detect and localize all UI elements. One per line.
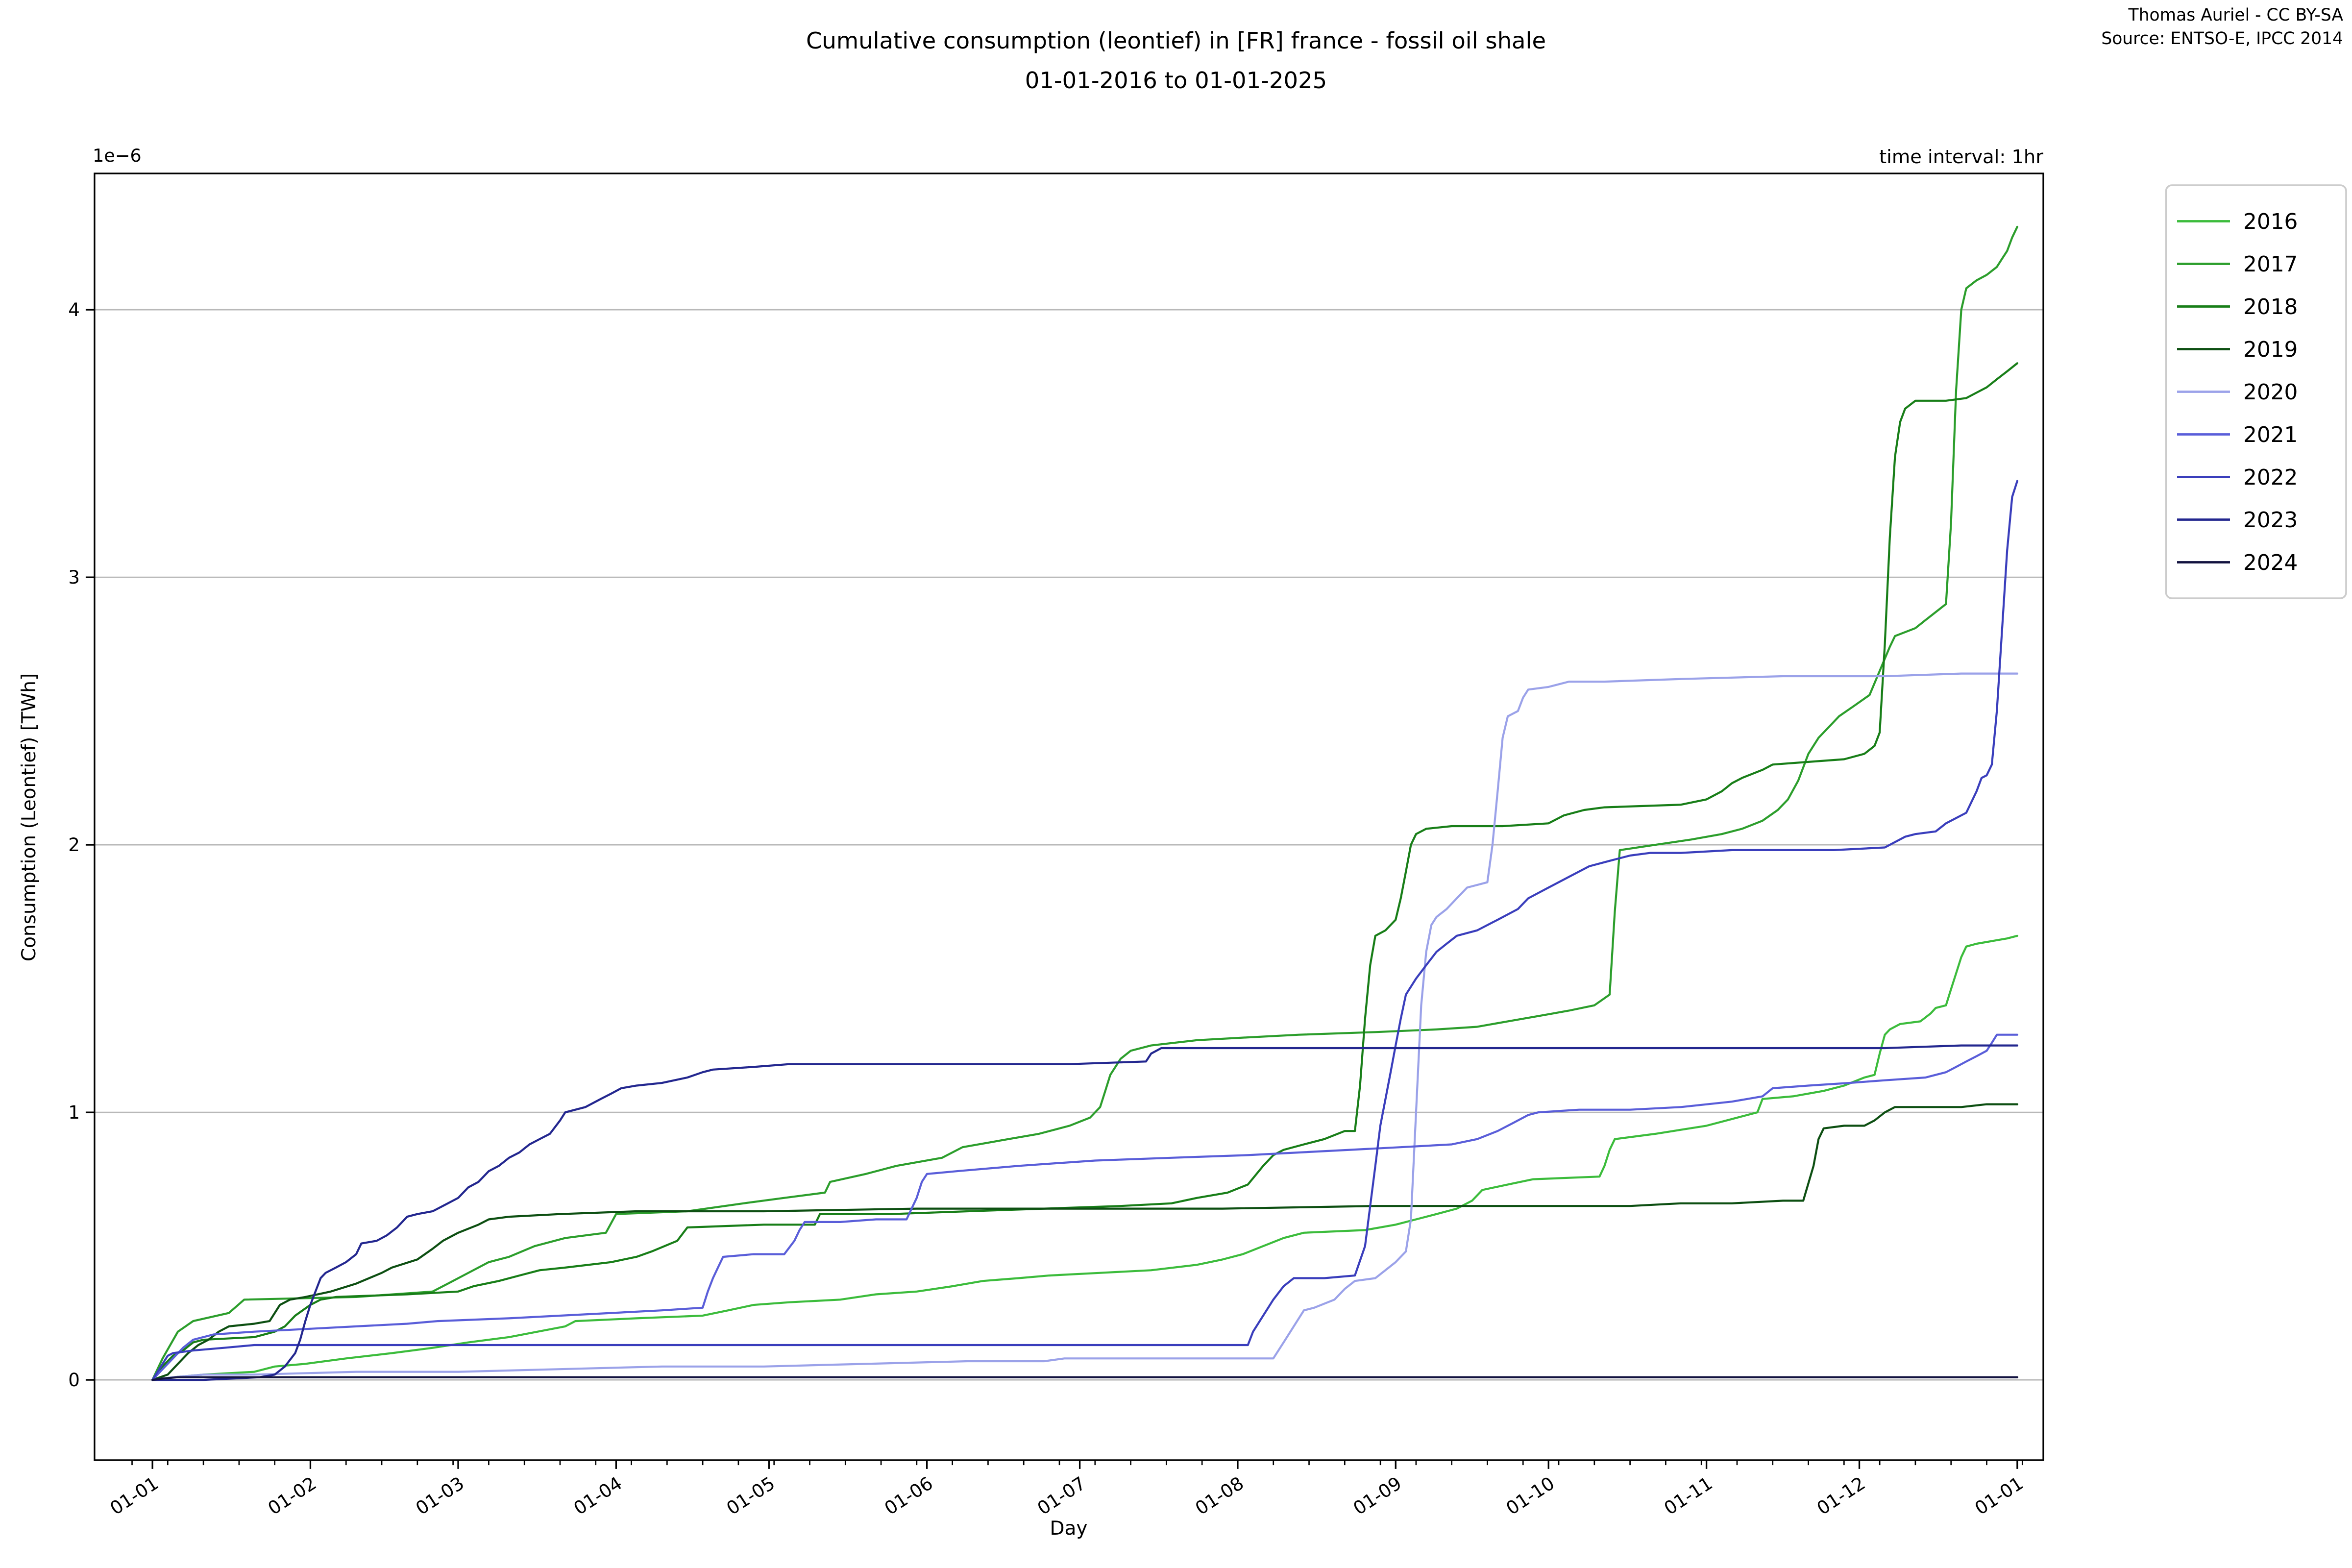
legend-item-2021: 2021 <box>2177 422 2298 447</box>
x-tick-label: 01-07 <box>1033 1472 1090 1519</box>
series-line-2018 <box>151 362 2018 1381</box>
y-tick-label: 0 <box>68 1369 80 1391</box>
x-tick-label: 01-12 <box>1813 1472 1869 1519</box>
axis-ticks: 0 1 2 3 4 01-01 01-02 01-03 01-04 01-05 01-06 01-07… <box>68 299 2027 1519</box>
x-axis-label: Day <box>1050 1518 1088 1540</box>
series-line-2022 <box>151 480 2018 1381</box>
y-tick-label: 3 <box>68 566 80 588</box>
legend-label: 2021 <box>2243 422 2298 447</box>
y-offset-label: 1e−6 <box>93 145 142 166</box>
legend-label: 2022 <box>2243 465 2298 490</box>
legend: 2016 2017 2018 2019 2020 2021 2022 2023 2024 <box>2165 184 2347 599</box>
x-tick-label: 01-04 <box>570 1472 626 1519</box>
legend-box <box>2165 184 2347 599</box>
x-tick-label: 01-08 <box>1191 1472 1248 1519</box>
legend-item-2019: 2019 <box>2177 337 2298 362</box>
series-line-2020 <box>151 672 2018 1381</box>
x-tick-label: 01-01 <box>1971 1472 2027 1519</box>
legend-label: 2020 <box>2243 380 2298 405</box>
legend-label: 2019 <box>2243 337 2298 362</box>
legend-label: 2023 <box>2243 508 2298 533</box>
time-interval-note: time interval: 1hr <box>1879 146 2043 168</box>
x-tick-label: 01-10 <box>1502 1472 1559 1519</box>
attribution-line2: Source: ENTSO-E, IPCC 2014 <box>2101 29 2343 49</box>
series-line-2017 <box>151 225 2018 1381</box>
series-line-2021 <box>151 1033 2018 1381</box>
plot-border <box>94 172 2044 1461</box>
axes-frame <box>94 172 2044 1461</box>
legend-label: 2016 <box>2243 209 2298 234</box>
x-tick-label: 01-01 <box>106 1472 162 1519</box>
data-series <box>151 225 2018 1381</box>
legend-item-2020: 2020 <box>2177 380 2298 405</box>
attribution-line1: Thomas Auriel - CC BY-SA <box>2128 5 2344 25</box>
gridlines <box>94 309 2043 1381</box>
legend-label: 2024 <box>2243 550 2298 575</box>
chart-title-line2: 01-01-2016 to 01-01-2025 <box>1025 67 1327 94</box>
legend-item-2022: 2022 <box>2177 465 2298 490</box>
legend-item-2018: 2018 <box>2177 294 2298 319</box>
x-tick-label: 01-09 <box>1349 1472 1406 1519</box>
series-line-2024 <box>151 1376 2018 1381</box>
x-tick-label: 01-06 <box>881 1472 937 1519</box>
legend-item-2016: 2016 <box>2177 209 2298 234</box>
series-line-2016 <box>151 934 2018 1381</box>
legend-label: 2017 <box>2243 252 2298 277</box>
chart-title-line1: Cumulative consumption (leontief) in [FR… <box>806 27 1546 54</box>
series-line-2023 <box>151 1044 2018 1381</box>
series-line-2019 <box>151 1103 2018 1381</box>
legend-item-2023: 2023 <box>2177 508 2298 533</box>
y-tick-label: 1 <box>68 1102 80 1123</box>
x-tick-label: 01-05 <box>723 1472 779 1519</box>
y-axis-label: Consumption (Leontief) [TWh] <box>18 673 40 961</box>
y-tick-label: 4 <box>68 299 80 320</box>
x-tick-label: 01-02 <box>264 1472 320 1519</box>
x-tick-label: 01-03 <box>412 1472 468 1519</box>
legend-label: 2018 <box>2243 294 2298 319</box>
legend-item-2017: 2017 <box>2177 252 2298 277</box>
y-tick-label: 2 <box>68 834 80 856</box>
legend-item-2024: 2024 <box>2177 550 2298 575</box>
x-tick-label: 01-11 <box>1660 1472 1716 1519</box>
